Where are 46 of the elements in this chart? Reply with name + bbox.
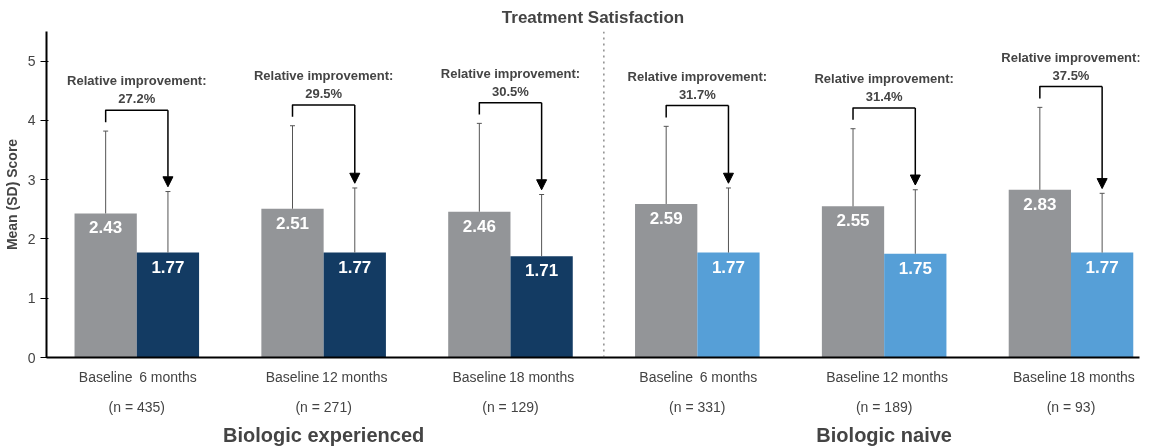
y-tick-label: 2: [27, 230, 36, 247]
data-label: 2.43: [89, 218, 123, 238]
data-label: 1.75: [898, 258, 932, 278]
x-tick-label: 18 months: [1069, 368, 1135, 385]
data-label: 1.77: [338, 257, 372, 277]
data-label: 1.77: [1085, 257, 1119, 277]
x-tick-label: 12 months: [322, 368, 388, 385]
x-tick-label: Baseline: [639, 368, 694, 385]
text: (n = 129): [482, 398, 539, 415]
x-tick-label: 18 months: [508, 368, 575, 385]
annotation: Relative improvement: 29.5%: [253, 68, 394, 101]
x-tick-label: Baseline: [826, 368, 881, 385]
y-tick-label: 0: [27, 349, 36, 366]
data-label: 2.46: [462, 216, 496, 236]
data-label: 2.83: [1023, 194, 1057, 214]
text: Biologic naive: [816, 423, 952, 446]
annotation: Relative improvement: 37.5%: [1001, 49, 1141, 83]
data-label: 1.71: [525, 261, 559, 281]
chart-title: Treatment Satisfaction: [501, 7, 685, 27]
x-tick-label: Baseline: [78, 368, 133, 385]
data-label: 1.77: [151, 257, 185, 277]
data-label: 2.51: [275, 213, 310, 233]
annotation: Relative improvement: 30.5%: [440, 65, 581, 99]
text: (n = 93): [1046, 398, 1096, 415]
x-tick-label: 6 months: [699, 368, 758, 385]
y-tick-label: 1: [27, 290, 36, 307]
annotation: Relative improvement: 27.2%: [67, 73, 207, 107]
data-label: 2.59: [649, 208, 683, 228]
data-label: 1.77: [711, 257, 746, 277]
x-tick-label: Baseline: [452, 368, 507, 385]
x-tick-label: Baseline: [1013, 368, 1067, 385]
annotation: Relative improvement: 31.4%: [814, 70, 954, 104]
text: (n = 435): [108, 398, 166, 415]
text: (n = 271): [295, 398, 352, 415]
text: (n = 189): [855, 398, 913, 415]
x-tick-label: 12 months: [882, 368, 948, 385]
x-tick-label: Baseline: [265, 368, 320, 385]
y-axis-title: Mean (SD) Score: [3, 138, 20, 251]
annotation: Relative improvement: 31.7%: [627, 68, 768, 102]
y-tick-label: 4: [27, 112, 36, 129]
y-tick-label: 3: [27, 171, 36, 188]
x-tick-label: 6 months: [139, 368, 197, 385]
text: (n = 331): [669, 398, 726, 415]
data-label: 2.55: [836, 211, 870, 231]
text: Biologic experienced: [223, 423, 425, 446]
y-tick-label: 5: [27, 53, 36, 70]
